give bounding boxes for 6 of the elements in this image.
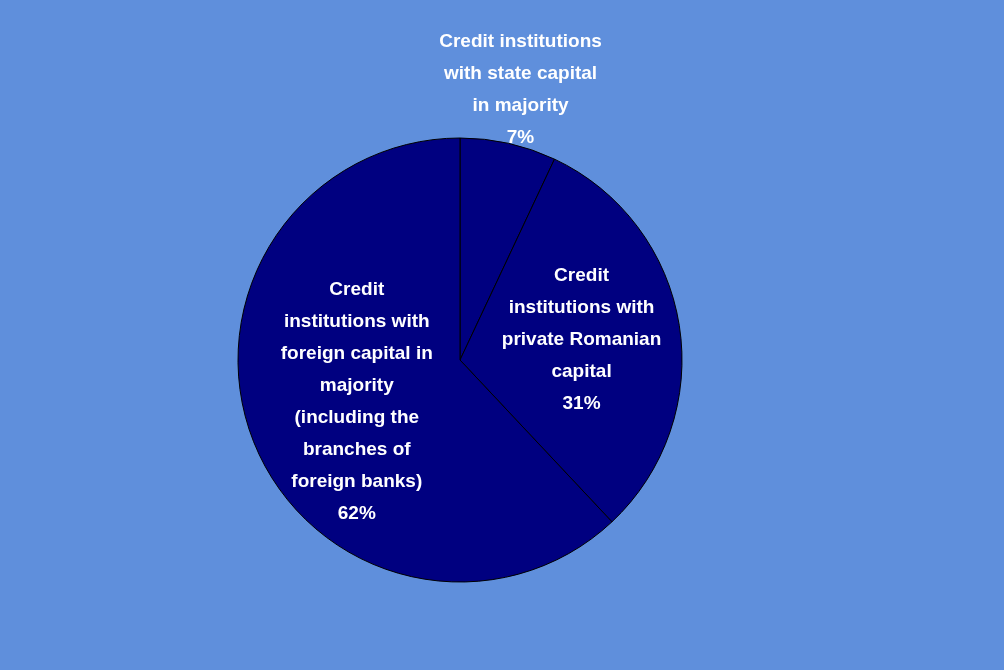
slice-label: Credit institutions with private Romanian capital (501, 264, 662, 382)
slice-label: Credit institutions with state capital in majority (439, 30, 602, 116)
data-label: 7% (506, 126, 535, 148)
slice-label: Credit institutions with foreign capital in majority (including the branches of foreign banks) (280, 277, 433, 491)
data-label: 62% (337, 501, 376, 523)
data-label: 31% (562, 392, 601, 414)
